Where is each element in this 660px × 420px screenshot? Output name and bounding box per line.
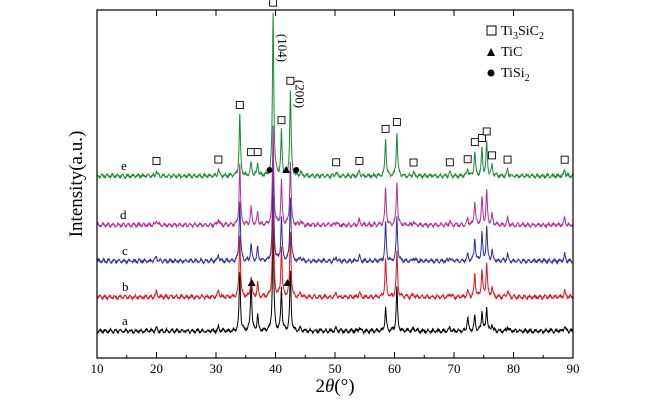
- series-line-a: [96, 225, 574, 336]
- ti3sic2-marker: [478, 134, 486, 142]
- ti3sic2-marker: [235, 101, 244, 110]
- x-tick-label-10: 10: [91, 361, 104, 376]
- x-tick-label-30: 30: [210, 361, 223, 376]
- legend-square-marker: [486, 25, 497, 36]
- series-label-e: e: [121, 158, 127, 173]
- x-tick-label-60: 60: [388, 361, 401, 376]
- legend-circle-marker: [487, 69, 495, 77]
- legend-label-2: TiSi2: [501, 66, 530, 84]
- series-layer: a b c d e: [96, 12, 574, 336]
- legend: Ti3SiC2 TiC TiSi2: [486, 24, 544, 84]
- x-axis-title-theta: θ: [325, 376, 334, 397]
- ti3sic2-marker: [445, 158, 454, 167]
- x-tick-label-40: 40: [269, 361, 282, 376]
- x-tick-label-50: 50: [329, 361, 342, 376]
- series-label-a: a: [122, 313, 128, 328]
- x-tick-label-90: 90: [567, 361, 580, 376]
- peak-label-1: (200): [292, 80, 307, 108]
- ti3sic2-marker: [560, 155, 569, 164]
- ti3sic2-marker: [470, 138, 479, 147]
- ti3sic2-marker: [409, 158, 418, 167]
- ti3sic2-marker: [269, 0, 278, 7]
- ti3sic2-marker: [286, 76, 295, 85]
- ti3sic2-marker: [253, 148, 262, 157]
- series-line-e: [96, 12, 574, 181]
- legend-label-1: TiC: [501, 45, 522, 60]
- ti3sic2-marker: [214, 155, 223, 164]
- ti3sic2-marker: [482, 127, 491, 136]
- x-tick-label-80: 80: [507, 361, 520, 376]
- series-label-c: c: [122, 243, 128, 258]
- plot-frame: [96, 9, 574, 359]
- ti3sic2-marker: [463, 155, 472, 164]
- legend-triangle-marker: [487, 48, 495, 56]
- tisi2-marker: [293, 167, 300, 173]
- peak-labels: (104) (200): [275, 34, 307, 108]
- series-line-b: [96, 194, 574, 302]
- peak-label-0: (104): [275, 34, 290, 62]
- ti3sic2-marker: [332, 158, 341, 167]
- series-label-d: d: [120, 207, 127, 222]
- ti3sic2-marker: [247, 148, 256, 157]
- ti3sic2-marker: [381, 124, 390, 133]
- x-axis-title: 2θ(°): [315, 376, 354, 397]
- ti3sic2-marker: [392, 118, 401, 127]
- tic-marker: [283, 279, 292, 286]
- ti3sic2-marker: [503, 155, 512, 164]
- tic-marker: [247, 279, 256, 286]
- y-axis-title: Intensity(a.u.): [66, 131, 87, 238]
- ti3sic2-marker: [488, 151, 497, 160]
- ti3sic2-marker: [152, 157, 161, 165]
- legend-label-0: Ti3SiC2: [501, 24, 544, 42]
- x-tick-label-20: 20: [150, 361, 163, 376]
- series-label-b: b: [122, 279, 129, 294]
- series-line-d: [96, 125, 574, 230]
- tisi2-marker: [266, 167, 273, 173]
- ti3sic2-marker: [277, 116, 286, 125]
- x-axis-title-unit: (°): [334, 376, 354, 397]
- ti3sic2-marker: [355, 157, 364, 165]
- x-axis-ticks: 10 20 30 40 50 60 70 80 90: [91, 10, 580, 376]
- tic-marker: [282, 166, 291, 173]
- x-tick-label-70: 70: [448, 361, 461, 376]
- x-axis-title-number: 2: [315, 376, 325, 397]
- series-line-c: [97, 159, 574, 266]
- marker-layer: [152, 0, 569, 286]
